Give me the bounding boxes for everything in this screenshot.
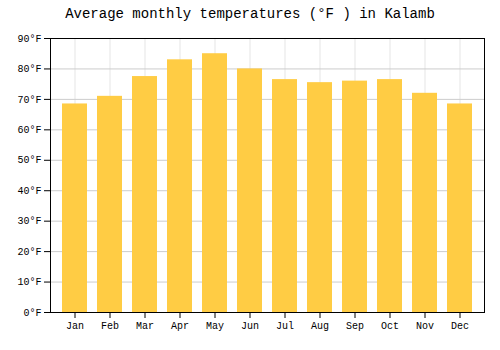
svg-text:Sep: Sep (346, 321, 364, 332)
svg-text:Feb: Feb (101, 321, 119, 332)
svg-text:Jul: Jul (276, 321, 294, 332)
svg-text:40°F: 40°F (17, 186, 41, 197)
svg-text:90°F: 90°F (17, 34, 41, 45)
svg-text:50°F: 50°F (17, 155, 41, 166)
svg-text:Jan: Jan (66, 321, 84, 332)
svg-text:10°F: 10°F (17, 277, 41, 288)
svg-text:30°F: 30°F (17, 216, 41, 227)
svg-text:Nov: Nov (416, 321, 434, 332)
svg-text:Aug: Aug (311, 321, 329, 332)
svg-text:Jun: Jun (241, 321, 259, 332)
svg-text:80°F: 80°F (17, 64, 41, 75)
html-text:Average monthly temperatures (: Average monthly temperatures (°F ) in Ka… (65, 6, 435, 22)
svg-text:May: May (206, 321, 224, 332)
svg-text:60°F: 60°F (17, 125, 41, 136)
svg-text:Oct: Oct (381, 321, 399, 332)
svg-text:Apr: Apr (171, 321, 189, 332)
svg-text:70°F: 70°F (17, 95, 41, 106)
svg-text:Dec: Dec (451, 321, 469, 332)
svg-text:Mar: Mar (136, 321, 154, 332)
svg-text:20°F: 20°F (17, 247, 41, 258)
svg-text:0°F: 0°F (23, 308, 41, 319)
